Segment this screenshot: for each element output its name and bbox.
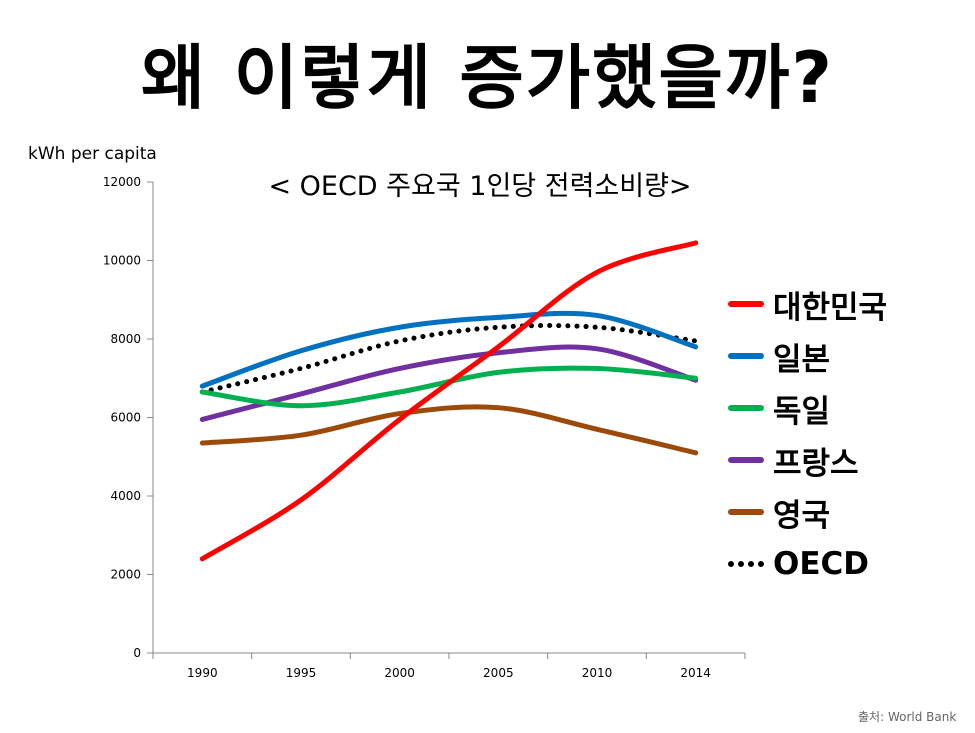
y-tick-label: 10000 (103, 254, 141, 268)
series-line-1 (199, 310, 699, 389)
legend-label: 프랑스 (773, 445, 859, 482)
legend-label: OECD (773, 546, 870, 582)
y-tick-label: 6000 (110, 411, 141, 425)
legend-item: 프랑스 (728, 434, 887, 486)
legend-item: 대한민국 (728, 278, 887, 330)
series-line-5 (199, 323, 699, 395)
chart-title: < OECD 주요국 1인당 전력소비량> (268, 171, 692, 202)
y-tick-label: 8000 (110, 332, 141, 346)
legend-item: 독일 (728, 382, 887, 434)
x-tick-label: 2000 (384, 666, 415, 680)
y-axis-label: kWh per capita (28, 144, 157, 164)
x-tick-label: 2010 (582, 666, 613, 680)
series-line-2 (199, 365, 699, 409)
legend-item: 일본 (728, 330, 887, 382)
series-line-0 (199, 240, 699, 562)
legend-label: 독일 (773, 393, 831, 430)
x-tick-label: 1995 (286, 666, 317, 680)
page-title: 왜 이렇게 증가했을까? (141, 37, 834, 119)
x-tick-label: 2014 (680, 666, 711, 680)
x-tick-label: 1990 (187, 666, 218, 680)
legend-swatch (728, 353, 764, 359)
y-tick-label: 2000 (110, 568, 141, 582)
legend-swatch (728, 405, 764, 411)
y-tick-label: 12000 (103, 175, 141, 189)
legend-label: 영국 (773, 497, 831, 534)
legend-item: 영국 (728, 486, 887, 538)
y-tick-label: 4000 (110, 489, 141, 503)
legend-label: 일본 (773, 341, 831, 378)
series-line-4 (199, 404, 699, 456)
legend-swatch (728, 457, 764, 463)
legend-swatch (728, 509, 764, 515)
series-line-3 (199, 344, 699, 422)
x-tick-label: 2005 (483, 666, 514, 680)
legend-item: OECD (728, 538, 887, 590)
y-tick-label: 0 (133, 646, 141, 660)
legend-label: 대한민국 (773, 289, 888, 326)
legend-swatch (728, 301, 764, 307)
legend-swatch (728, 561, 764, 567)
source-note: 출처: World Bank (858, 710, 957, 724)
